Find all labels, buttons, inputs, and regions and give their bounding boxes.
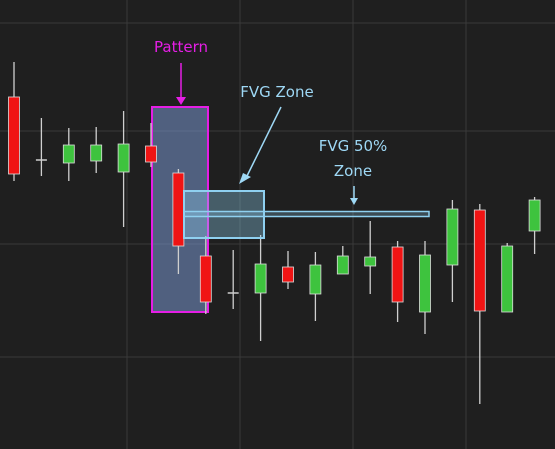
candle-3: [62, 128, 75, 181]
candle-4: [90, 127, 103, 173]
candle-17: [446, 200, 459, 302]
candle-body-bearish: [282, 266, 294, 283]
candle-19: [501, 243, 514, 313]
candle-body-bearish: [199, 255, 212, 303]
candle-14: [364, 221, 377, 294]
candle-body-bullish: [336, 255, 349, 275]
candle-body-bearish: [8, 96, 20, 175]
candle-15: [391, 241, 404, 322]
candle-2: [35, 118, 47, 176]
candle-body-bearish: [145, 145, 157, 163]
candle-20: [528, 197, 541, 254]
fvg-zone-label: FVG Zone: [240, 83, 313, 101]
candle-9: [227, 250, 239, 309]
candle-5: [117, 111, 130, 227]
candle-18: [473, 204, 486, 404]
candle-body-bullish: [117, 143, 130, 173]
fvg-50-label-line2: Zone: [334, 162, 372, 180]
pattern-label: Pattern: [154, 38, 208, 56]
candle-body-bullish: [90, 144, 103, 162]
candle-11: [282, 251, 294, 289]
pattern-arrow-icon: [176, 63, 186, 105]
candle-body-bearish: [391, 246, 404, 303]
candle-body-bullish: [501, 245, 514, 313]
candle-body-bullish: [419, 254, 431, 313]
fvg-50-zone-line: [183, 210, 430, 218]
fvg-50-arrow-icon: [350, 186, 358, 205]
candle-10: [254, 235, 267, 341]
candle-6: [145, 123, 157, 167]
candle-16: [419, 241, 431, 334]
candle-body-bullish: [446, 208, 459, 266]
candle-12: [309, 252, 322, 321]
candle-body-bullish: [528, 199, 541, 232]
candle-body-bullish: [62, 144, 75, 164]
candle-13: [336, 246, 349, 275]
candle-body-bearish: [473, 209, 486, 312]
candle-body-bullish: [309, 264, 322, 295]
candle-1: [8, 62, 20, 181]
candle-body-bearish: [172, 172, 185, 247]
fvg-zone-arrow-icon: [239, 106, 282, 184]
fvg-50-label-line1: FVG 50%: [319, 137, 388, 155]
candles-group: [8, 62, 541, 404]
candle-8: [199, 236, 212, 314]
candle-body-bullish: [364, 256, 377, 267]
candle-body-bullish: [254, 263, 267, 294]
fvg-zone-box: [183, 190, 265, 239]
